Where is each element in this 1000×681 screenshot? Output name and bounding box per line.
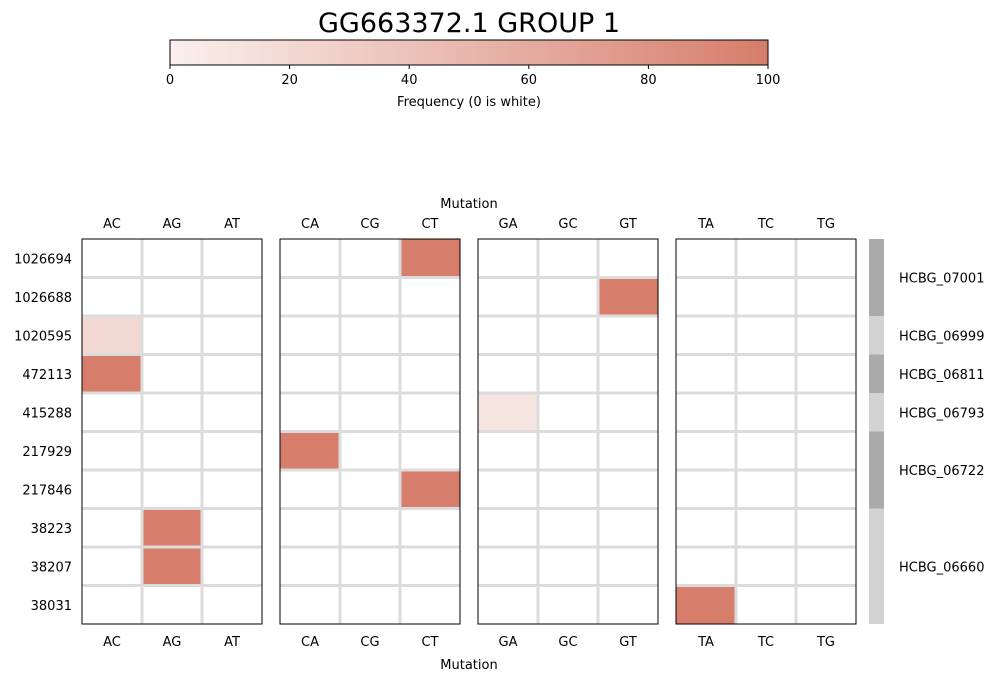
row-label: 38223 xyxy=(31,522,72,537)
column-label-top: AC xyxy=(103,217,121,232)
column-label-bottom: AT xyxy=(224,635,240,650)
group-label: HCBG_06722 xyxy=(899,464,984,479)
column-label-bottom: CG xyxy=(360,635,379,650)
heatmap-cell xyxy=(142,547,202,586)
row-label: 415288 xyxy=(22,406,72,421)
colorbar-tick-label: 60 xyxy=(521,73,538,88)
column-label-top: AT xyxy=(224,217,240,232)
heatmap-cell xyxy=(82,316,142,355)
colorbar-tick-label: 80 xyxy=(640,73,657,88)
x-axis-label-top: Mutation xyxy=(440,197,497,212)
chart-title: GG663372.1 GROUP 1 xyxy=(318,8,620,39)
group-label: HCBG_06660 xyxy=(899,560,984,575)
row-label: 1026694 xyxy=(14,252,72,267)
panel-border xyxy=(81,238,263,625)
colorbar-tick-label: 40 xyxy=(401,73,418,88)
column-label-top: AG xyxy=(163,217,182,232)
column-label-top: CA xyxy=(301,217,319,232)
x-axis-label-bottom: Mutation xyxy=(440,658,497,673)
row-label: 217846 xyxy=(22,483,72,498)
group-bar xyxy=(869,393,884,432)
row-label: 1020595 xyxy=(14,329,72,344)
column-label-bottom: TG xyxy=(816,635,835,650)
colorbar xyxy=(169,39,769,66)
column-label-bottom: TA xyxy=(697,635,714,650)
row-label: 38031 xyxy=(31,599,72,614)
panel-border xyxy=(675,238,857,625)
heatmap-cell xyxy=(478,393,538,432)
row-label: 217929 xyxy=(22,445,72,460)
column-label-bottom: AC xyxy=(103,635,121,650)
column-label-top: TG xyxy=(816,217,835,232)
group-bar xyxy=(869,354,884,393)
group-bar xyxy=(869,431,884,509)
heatmap-cell xyxy=(598,277,658,316)
group-label: HCBG_06811 xyxy=(899,368,984,383)
panel-border xyxy=(477,238,659,625)
column-label-bottom: AG xyxy=(163,635,182,650)
column-label-top: TA xyxy=(697,217,714,232)
column-label-bottom: TC xyxy=(757,635,774,650)
column-label-bottom: CA xyxy=(301,635,319,650)
column-label-bottom: GT xyxy=(619,635,637,650)
colorbar-tick-label: 20 xyxy=(281,73,298,88)
heatmap-cell xyxy=(82,354,142,393)
column-label-top: GA xyxy=(499,217,518,232)
group-bar xyxy=(869,316,884,355)
heatmap-cell xyxy=(676,585,736,624)
row-label: 472113 xyxy=(22,368,72,383)
column-label-bottom: GC xyxy=(558,635,577,650)
column-label-top: CG xyxy=(360,217,379,232)
row-label: 38207 xyxy=(31,560,72,575)
group-bar xyxy=(869,239,884,316)
heatmap-cell xyxy=(280,431,340,470)
heatmap-cell xyxy=(142,508,202,547)
colorbar-label: Frequency (0 is white) xyxy=(397,95,541,110)
group-bar xyxy=(869,508,884,624)
group-label: HCBG_06793 xyxy=(899,406,984,421)
column-label-top: GT xyxy=(619,217,637,232)
group-label: HCBG_06999 xyxy=(899,329,984,344)
column-label-top: CT xyxy=(421,217,438,232)
heatmap-cell xyxy=(400,470,460,509)
heatmap-cell xyxy=(400,239,460,278)
row-label: 1026688 xyxy=(14,291,72,306)
group-label: HCBG_07001 xyxy=(899,272,984,287)
column-label-top: TC xyxy=(757,217,774,232)
column-label-top: GC xyxy=(558,217,577,232)
column-label-bottom: CT xyxy=(421,635,438,650)
colorbar-tick-label: 100 xyxy=(756,73,781,88)
column-label-bottom: GA xyxy=(499,635,518,650)
colorbar-tick-label: 0 xyxy=(166,73,174,88)
panel-border xyxy=(279,238,461,625)
